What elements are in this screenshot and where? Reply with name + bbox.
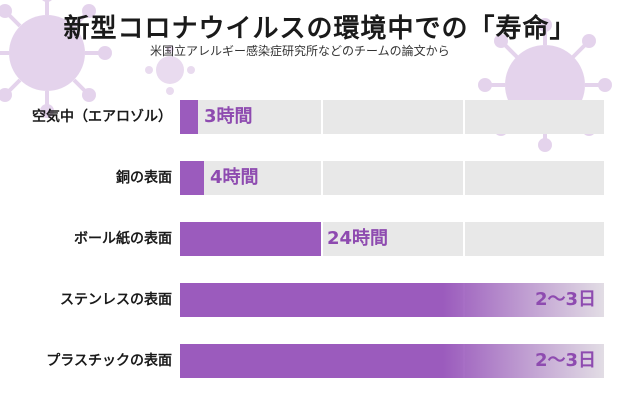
virus-illustration-left bbox=[0, 0, 112, 118]
data-label: 2〜3日 bbox=[534, 289, 596, 310]
bar-track: 2〜3日 bbox=[180, 344, 604, 378]
bar bbox=[180, 344, 604, 378]
category-label: 銅の表面 bbox=[116, 170, 172, 186]
data-label: 24時間 bbox=[327, 228, 389, 249]
category-label: プラスチックの表面 bbox=[46, 353, 172, 369]
gridline bbox=[463, 222, 465, 256]
bar-track: 24時間 bbox=[180, 222, 604, 256]
data-label: 3時間 bbox=[204, 106, 253, 127]
chart-title: 新型コロナウイルスの環境中での「寿命」 bbox=[63, 14, 577, 44]
bar-track: 4時間 bbox=[180, 161, 604, 195]
virus-illustration-small bbox=[145, 45, 195, 95]
gridline bbox=[463, 100, 465, 134]
category-label: ステンレスの表面 bbox=[60, 292, 172, 308]
bar-track: 2〜3日 bbox=[180, 283, 604, 317]
data-label: 2〜3日 bbox=[534, 350, 596, 371]
bar bbox=[180, 283, 604, 317]
gridline bbox=[463, 161, 465, 195]
bar bbox=[180, 222, 321, 256]
bar bbox=[180, 100, 198, 134]
bar-track: 3時間 bbox=[180, 100, 604, 134]
gridline bbox=[321, 100, 323, 134]
category-label: ボール紙の表面 bbox=[74, 231, 172, 247]
data-label: 4時間 bbox=[210, 167, 259, 188]
gridline bbox=[321, 222, 323, 256]
chart-subtitle: 米国立アレルギー感染症研究所などのチームの論文から bbox=[150, 44, 450, 58]
gridline bbox=[321, 161, 323, 195]
category-label: 空気中（エアロゾル） bbox=[32, 109, 172, 125]
bar bbox=[180, 161, 204, 195]
